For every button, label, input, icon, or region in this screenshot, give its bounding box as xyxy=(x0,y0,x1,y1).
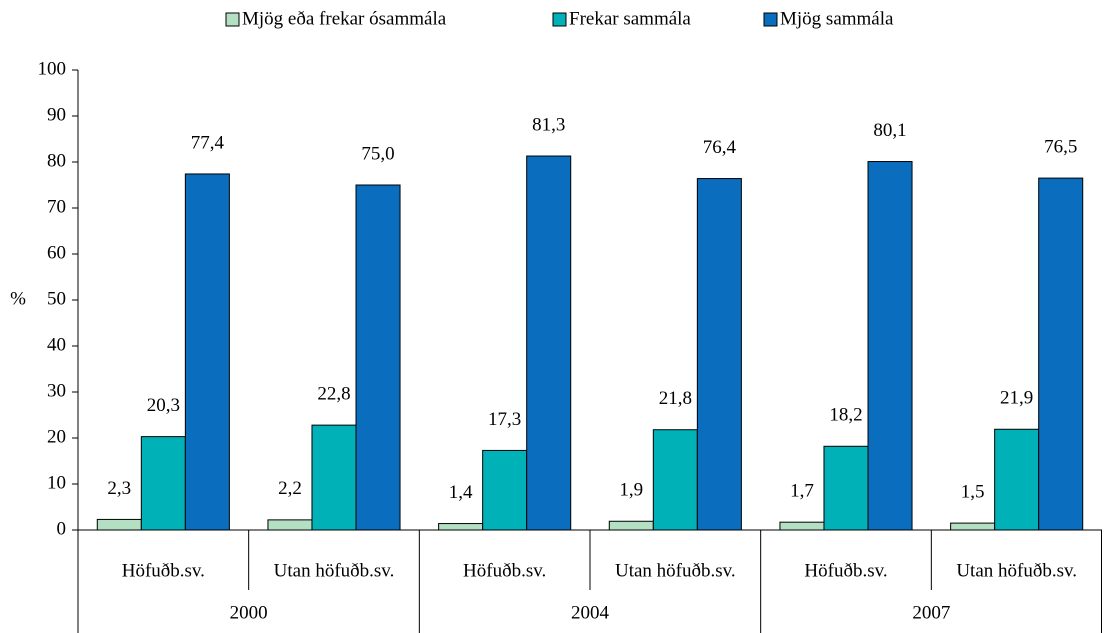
y-tick-label: 20 xyxy=(47,426,66,447)
data-label: 75,0 xyxy=(361,143,394,164)
y-tick-label: 80 xyxy=(47,150,66,171)
x-tick-label: Utan höfuðb.sv. xyxy=(274,560,395,581)
bar xyxy=(355,184,401,531)
y-axis-label: % xyxy=(10,288,26,309)
legend-label: Mjög sammála xyxy=(780,8,894,29)
y-tick-label: 30 xyxy=(47,380,66,401)
group-label: 2000 xyxy=(230,602,268,623)
y-tick-label: 50 xyxy=(47,288,66,309)
x-tick-label: Utan höfuðb.sv. xyxy=(956,560,1077,581)
y-tick-label: 70 xyxy=(47,196,66,217)
y-tick-label: 10 xyxy=(47,472,66,493)
bar xyxy=(608,520,654,531)
bar xyxy=(438,523,484,531)
bar xyxy=(140,436,186,531)
x-tick-label: Höfuðb.sv. xyxy=(804,560,887,581)
data-label: 1,7 xyxy=(790,481,814,502)
data-label: 18,2 xyxy=(829,405,862,426)
bar xyxy=(950,522,996,531)
y-tick-label: 100 xyxy=(38,58,67,79)
bar xyxy=(696,178,742,531)
bar xyxy=(1038,177,1084,531)
legend-swatch xyxy=(225,12,240,27)
data-label: 76,5 xyxy=(1044,136,1077,157)
bar xyxy=(96,518,142,531)
data-label: 2,3 xyxy=(107,478,131,499)
data-label: 1,4 xyxy=(449,482,473,503)
legend-swatch xyxy=(763,12,778,27)
data-label: 22,8 xyxy=(317,383,350,404)
data-label: 20,3 xyxy=(147,395,180,416)
bar xyxy=(823,445,869,531)
bar xyxy=(994,428,1040,531)
data-label: 1,5 xyxy=(961,481,985,502)
data-label: 81,3 xyxy=(532,114,565,135)
data-label: 21,8 xyxy=(659,388,692,409)
bar xyxy=(482,449,528,531)
legend-label: Mjög eða frekar ósammála xyxy=(242,8,447,29)
group-label: 2007 xyxy=(912,602,950,623)
legend-label: Frekar sammála xyxy=(569,8,691,29)
data-label: 17,3 xyxy=(488,409,521,430)
data-label: 2,2 xyxy=(278,478,302,499)
bar xyxy=(867,161,913,531)
data-label: 21,9 xyxy=(1000,388,1033,409)
bar xyxy=(184,173,230,531)
group-label: 2004 xyxy=(571,602,610,623)
bar xyxy=(652,429,698,531)
data-label: 76,4 xyxy=(703,137,737,158)
data-label: 1,9 xyxy=(619,480,643,501)
bar xyxy=(267,519,313,531)
legend-swatch xyxy=(552,12,567,27)
data-label: 77,4 xyxy=(191,132,225,153)
y-tick-label: 0 xyxy=(57,518,67,539)
y-tick-label: 60 xyxy=(47,242,66,263)
data-label: 80,1 xyxy=(873,120,906,141)
bar xyxy=(311,424,357,531)
bar xyxy=(526,155,572,531)
y-tick-label: 90 xyxy=(47,104,66,125)
y-tick-label: 40 xyxy=(47,334,66,355)
bar xyxy=(779,521,825,531)
x-tick-label: Höfuðb.sv. xyxy=(463,560,546,581)
x-tick-label: Höfuðb.sv. xyxy=(122,560,205,581)
x-tick-label: Utan höfuðb.sv. xyxy=(615,560,736,581)
